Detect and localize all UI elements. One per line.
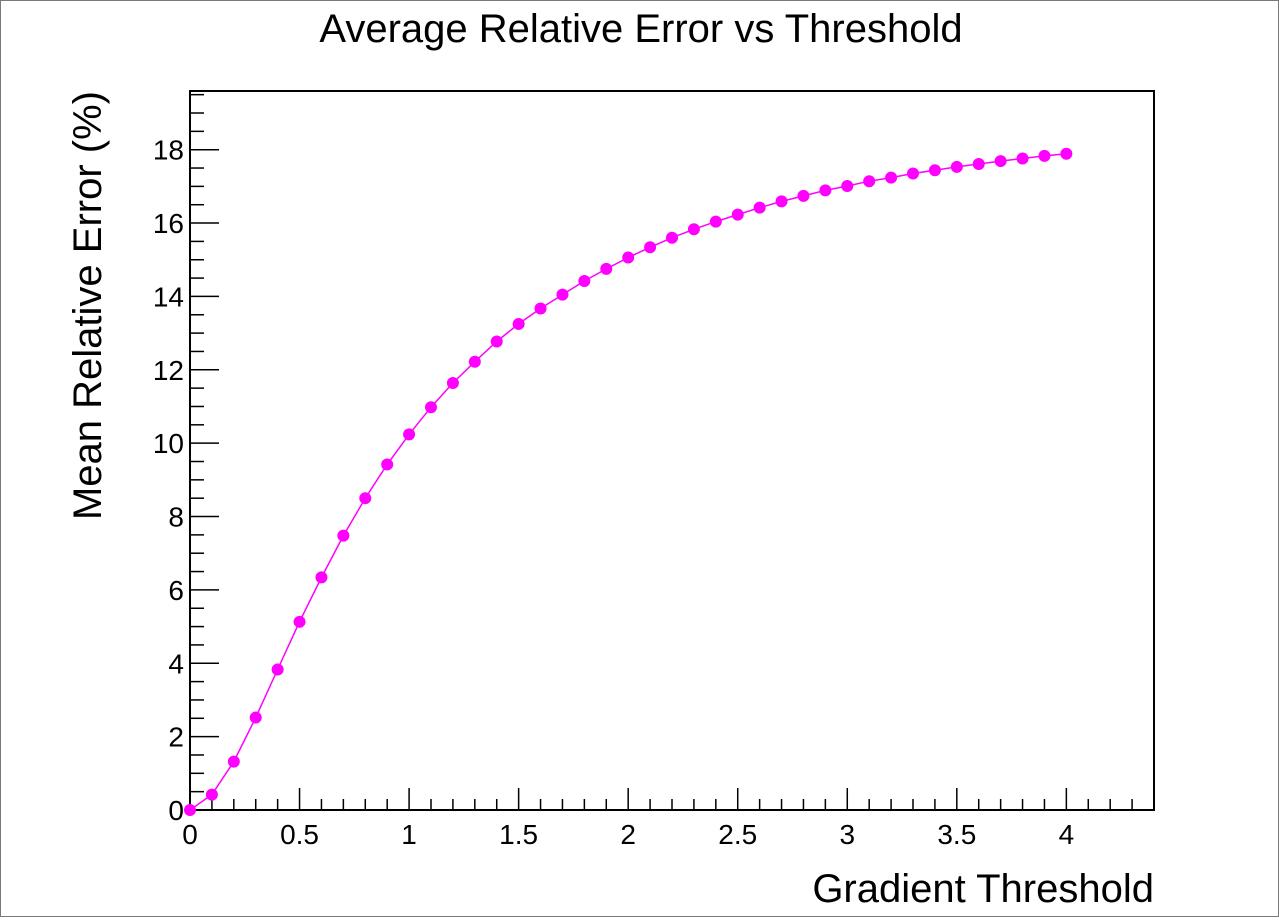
data-point — [1060, 147, 1073, 160]
y-tick-label: 2 — [168, 722, 184, 753]
data-point — [709, 215, 722, 228]
data-point — [315, 571, 328, 584]
x-tick-label: 2.5 — [718, 819, 757, 850]
data-point — [1016, 152, 1029, 165]
series-group — [184, 147, 1073, 816]
data-point — [556, 288, 569, 301]
data-point — [666, 231, 678, 244]
data-point — [271, 663, 284, 676]
data-point — [293, 615, 306, 628]
data-point — [205, 788, 218, 801]
y-tick-label: 18 — [153, 135, 184, 166]
data-point — [512, 317, 525, 330]
data-point — [490, 335, 503, 348]
x-tick-label: 1.5 — [499, 819, 538, 850]
data-point — [184, 804, 196, 816]
y-tick-label: 8 — [168, 502, 184, 533]
x-tick-label: 3 — [839, 819, 855, 850]
data-point — [885, 171, 898, 184]
data-point — [534, 302, 547, 315]
data-point — [249, 711, 262, 724]
y-tick-label: 12 — [153, 355, 184, 386]
x-tick-label: 2 — [620, 819, 636, 850]
data-point — [819, 184, 832, 197]
data-point — [337, 529, 350, 542]
data-point — [446, 377, 459, 390]
data-point — [1038, 149, 1051, 162]
data-point — [775, 195, 788, 208]
data-point — [753, 201, 766, 214]
data-point — [359, 492, 372, 505]
y-tick-label: 6 — [168, 575, 184, 606]
y-axis-ticks — [190, 93, 219, 811]
data-point — [578, 275, 591, 288]
x-axis-ticks — [189, 788, 1155, 810]
x-axis-tick-labels: 0 0.5 1 1.5 2 2.5 3 3.5 4 — [182, 819, 1074, 850]
data-point — [907, 167, 919, 180]
data-point — [950, 160, 963, 173]
data-point — [622, 251, 635, 264]
x-tick-label: 1 — [401, 819, 417, 850]
y-axis-label: Mean Relative Error (%) — [66, 91, 110, 520]
y-tick-label: 14 — [153, 281, 184, 312]
data-point — [863, 175, 876, 188]
x-tick-label: 0 — [182, 819, 198, 850]
data-point — [972, 158, 985, 171]
data-point — [687, 223, 700, 236]
y-tick-label: 10 — [153, 428, 184, 459]
data-point — [600, 262, 613, 275]
data-point — [731, 208, 744, 221]
data-point — [928, 164, 941, 177]
data-point — [841, 180, 854, 193]
y-axis-tick-labels: 0 2 4 6 8 10 12 14 16 18 — [153, 135, 184, 826]
data-point — [468, 355, 481, 368]
y-tick-label: 16 — [153, 208, 184, 239]
x-axis-label: Gradient Threshold — [812, 867, 1154, 911]
data-point — [425, 401, 437, 414]
plot-frame — [189, 90, 1155, 811]
x-tick-label: 0.5 — [280, 819, 319, 850]
x-tick-label: 4 — [1059, 819, 1075, 850]
y-tick-label: 4 — [168, 648, 184, 679]
data-point — [797, 189, 810, 202]
data-point — [403, 428, 416, 441]
data-point — [644, 241, 657, 254]
x-tick-label: 3.5 — [937, 819, 976, 850]
data-point — [381, 458, 394, 471]
data-point — [227, 755, 240, 768]
chart-title: Average Relative Error vs Threshold — [319, 7, 962, 51]
data-point — [994, 155, 1007, 168]
y-tick-label: 0 — [168, 795, 184, 826]
